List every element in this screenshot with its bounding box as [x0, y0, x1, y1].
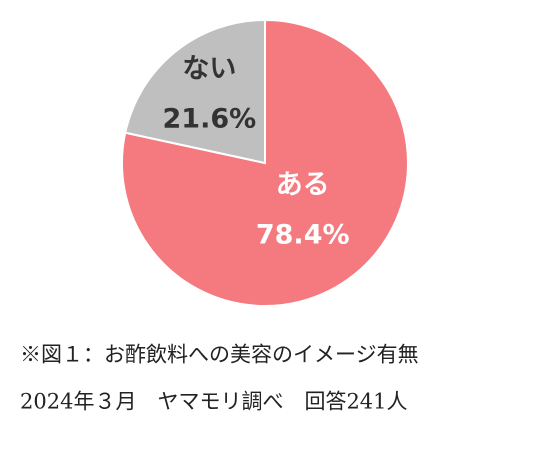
caption: ※図１：お酢飲料への美容のイメージ有無: [20, 343, 419, 367]
slice-label: ない: [182, 53, 236, 84]
caption: 2024年３月 ヤマモリ調べ 回答241人: [20, 390, 408, 414]
value-label: 21.6%: [163, 103, 257, 134]
value-label: 78.4%: [256, 219, 350, 250]
pie-slice: [121, 18, 409, 307]
slice-label: ある: [276, 169, 330, 200]
pie-slice: [124, 18, 266, 165]
